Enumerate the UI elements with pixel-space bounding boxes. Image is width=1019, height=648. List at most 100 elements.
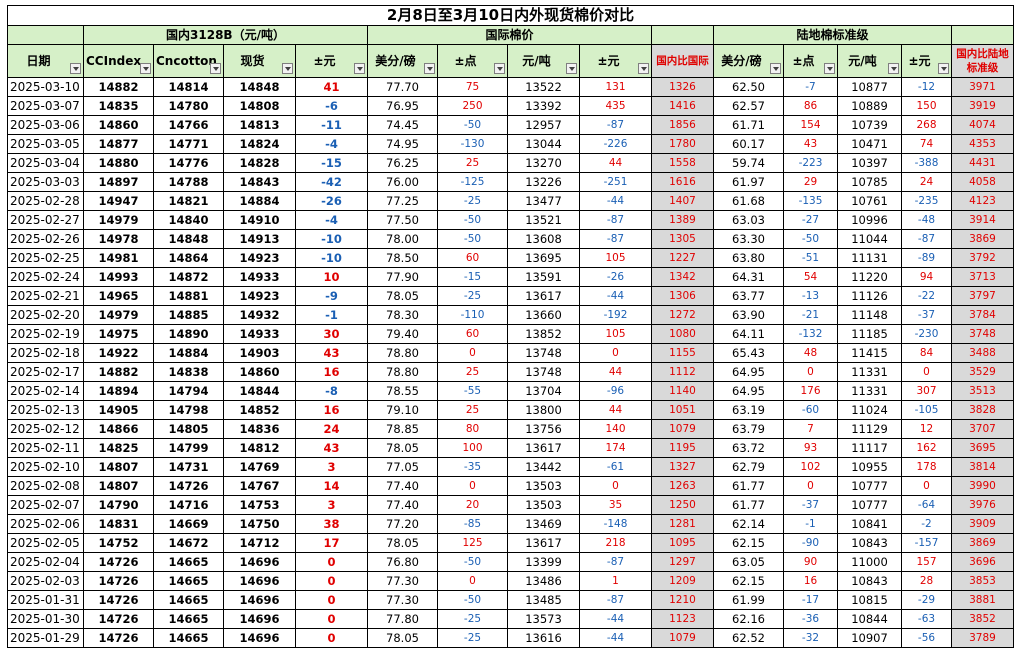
cell-pm-yuan[interactable]: -6 [295,96,368,116]
cell-pm-yuan-landed[interactable]: -2 [901,514,952,534]
cell-usd-lb-landed[interactable]: 63.80 [713,248,784,268]
cell-pm-yuan[interactable]: -10 [295,229,368,249]
cell-pm-point[interactable]: -50 [437,210,508,230]
cell-pm-yuan-landed[interactable]: -12 [901,77,952,97]
cell-usd-lb-landed[interactable]: 61.77 [713,495,784,515]
cell-ccindex[interactable]: 14807 [83,457,154,477]
cell-yuan-ton-landed[interactable]: 11000 [837,552,902,572]
cell-pm-yuan-intl[interactable]: 435 [579,96,652,116]
cell-usd-lb-landed[interactable]: 63.77 [713,286,784,306]
cell-spot[interactable]: 14712 [223,533,296,553]
cell-yuan-ton[interactable]: 13486 [507,571,580,591]
cell-ratio-intl[interactable]: 1155 [651,343,714,363]
cell-usd-lb[interactable]: 77.30 [367,590,438,610]
cell-pm-point[interactable]: -25 [437,609,508,629]
cell-pm-yuan[interactable]: 24 [295,419,368,439]
cell-pm-yuan[interactable]: 16 [295,362,368,382]
cell-ratio-intl[interactable]: 1306 [651,286,714,306]
cell-pm-yuan[interactable]: -10 [295,248,368,268]
cell-ccindex[interactable]: 14726 [83,609,154,629]
cell-yuan-ton[interactable]: 13617 [507,533,580,553]
cell-pm-point[interactable]: 25 [437,400,508,420]
cell-cncotton[interactable]: 14881 [153,286,224,306]
cell-pm-point-landed[interactable]: 7 [783,419,838,439]
cell-pm-point[interactable]: -125 [437,172,508,192]
cell-pm-point-landed[interactable]: 86 [783,96,838,116]
cell-usd-lb-landed[interactable]: 64.95 [713,362,784,382]
cell-date[interactable]: 2025-02-06 [7,514,84,534]
cell-pm-point[interactable]: 125 [437,533,508,553]
cell-cncotton[interactable]: 14814 [153,77,224,97]
cell-ccindex[interactable]: 14866 [83,419,154,439]
cell-pm-yuan-intl[interactable]: 44 [579,400,652,420]
cell-cncotton[interactable]: 14716 [153,495,224,515]
cell-ratio-intl[interactable]: 1407 [651,191,714,211]
cell-pm-yuan-landed[interactable]: -89 [901,248,952,268]
cell-pm-yuan-intl[interactable]: 218 [579,533,652,553]
cell-yuan-ton-landed[interactable]: 10844 [837,609,902,629]
cell-date[interactable]: 2025-02-26 [7,229,84,249]
cell-pm-yuan-landed[interactable]: -230 [901,324,952,344]
cell-yuan-ton-landed[interactable]: 11331 [837,381,902,401]
cell-ccindex[interactable]: 14726 [83,571,154,591]
cell-usd-lb-landed[interactable]: 63.19 [713,400,784,420]
cell-pm-yuan-intl[interactable]: -96 [579,381,652,401]
cell-usd-lb-landed[interactable]: 62.16 [713,609,784,629]
cell-pm-point[interactable]: -85 [437,514,508,534]
cell-pm-point-landed[interactable]: 43 [783,134,838,154]
cell-pm-point-landed[interactable]: 0 [783,476,838,496]
cell-pm-point-landed[interactable]: 54 [783,267,838,287]
cell-ccindex[interactable]: 14981 [83,248,154,268]
filter-dropdown-icon[interactable] [140,63,151,74]
cell-cncotton[interactable]: 14788 [153,172,224,192]
cell-ccindex[interactable]: 14979 [83,210,154,230]
cell-ratio-intl[interactable]: 1558 [651,153,714,173]
cell-pm-yuan-intl[interactable]: 44 [579,153,652,173]
cell-ratio-landed[interactable]: 3914 [951,210,1014,230]
cell-date[interactable]: 2025-02-21 [7,286,84,306]
cell-ratio-landed[interactable]: 3707 [951,419,1014,439]
filter-dropdown-icon[interactable] [494,63,505,74]
cell-usd-lb[interactable]: 76.00 [367,172,438,192]
cell-date[interactable]: 2025-03-04 [7,153,84,173]
cell-yuan-ton[interactable]: 13477 [507,191,580,211]
cell-pm-yuan[interactable]: -8 [295,381,368,401]
cell-pm-point[interactable]: 100 [437,438,508,458]
cell-yuan-ton-landed[interactable]: 11117 [837,438,902,458]
cell-ratio-intl[interactable]: 1227 [651,248,714,268]
cell-spot[interactable]: 14753 [223,495,296,515]
cell-pm-point[interactable]: -25 [437,628,508,648]
cell-ccindex[interactable]: 14726 [83,552,154,572]
cell-yuan-ton-landed[interactable]: 10761 [837,191,902,211]
cell-ratio-landed[interactable]: 3713 [951,267,1014,287]
cell-pm-point-landed[interactable]: -60 [783,400,838,420]
cell-ratio-landed[interactable]: 4353 [951,134,1014,154]
cell-usd-lb-landed[interactable]: 62.50 [713,77,784,97]
cell-pm-yuan[interactable]: -4 [295,210,368,230]
cell-ratio-landed[interactable]: 3529 [951,362,1014,382]
cell-pm-point-landed[interactable]: -223 [783,153,838,173]
cell-cncotton[interactable]: 14776 [153,153,224,173]
cell-yuan-ton-landed[interactable]: 10877 [837,77,902,97]
cell-ratio-landed[interactable]: 3789 [951,628,1014,648]
cell-usd-lb[interactable]: 78.50 [367,248,438,268]
cell-pm-yuan[interactable]: -15 [295,153,368,173]
cell-cncotton[interactable]: 14669 [153,514,224,534]
cell-usd-lb[interactable]: 79.40 [367,324,438,344]
cell-pm-yuan-landed[interactable]: 150 [901,96,952,116]
cell-spot[interactable]: 14923 [223,286,296,306]
cell-pm-yuan-landed[interactable]: 178 [901,457,952,477]
cell-pm-yuan[interactable]: 43 [295,438,368,458]
cell-yuan-ton[interactable]: 13748 [507,343,580,363]
cell-date[interactable]: 2025-02-11 [7,438,84,458]
cell-usd-lb[interactable]: 77.80 [367,609,438,629]
cell-yuan-ton[interactable]: 13392 [507,96,580,116]
cell-pm-yuan-intl[interactable]: -192 [579,305,652,325]
cell-pm-yuan[interactable]: -9 [295,286,368,306]
cell-pm-yuan-landed[interactable]: -157 [901,533,952,553]
cell-pm-point[interactable]: 25 [437,153,508,173]
cell-pm-yuan-landed[interactable]: -48 [901,210,952,230]
cell-spot[interactable]: 14812 [223,438,296,458]
cell-ratio-intl[interactable]: 1051 [651,400,714,420]
cell-ratio-intl[interactable]: 1095 [651,533,714,553]
